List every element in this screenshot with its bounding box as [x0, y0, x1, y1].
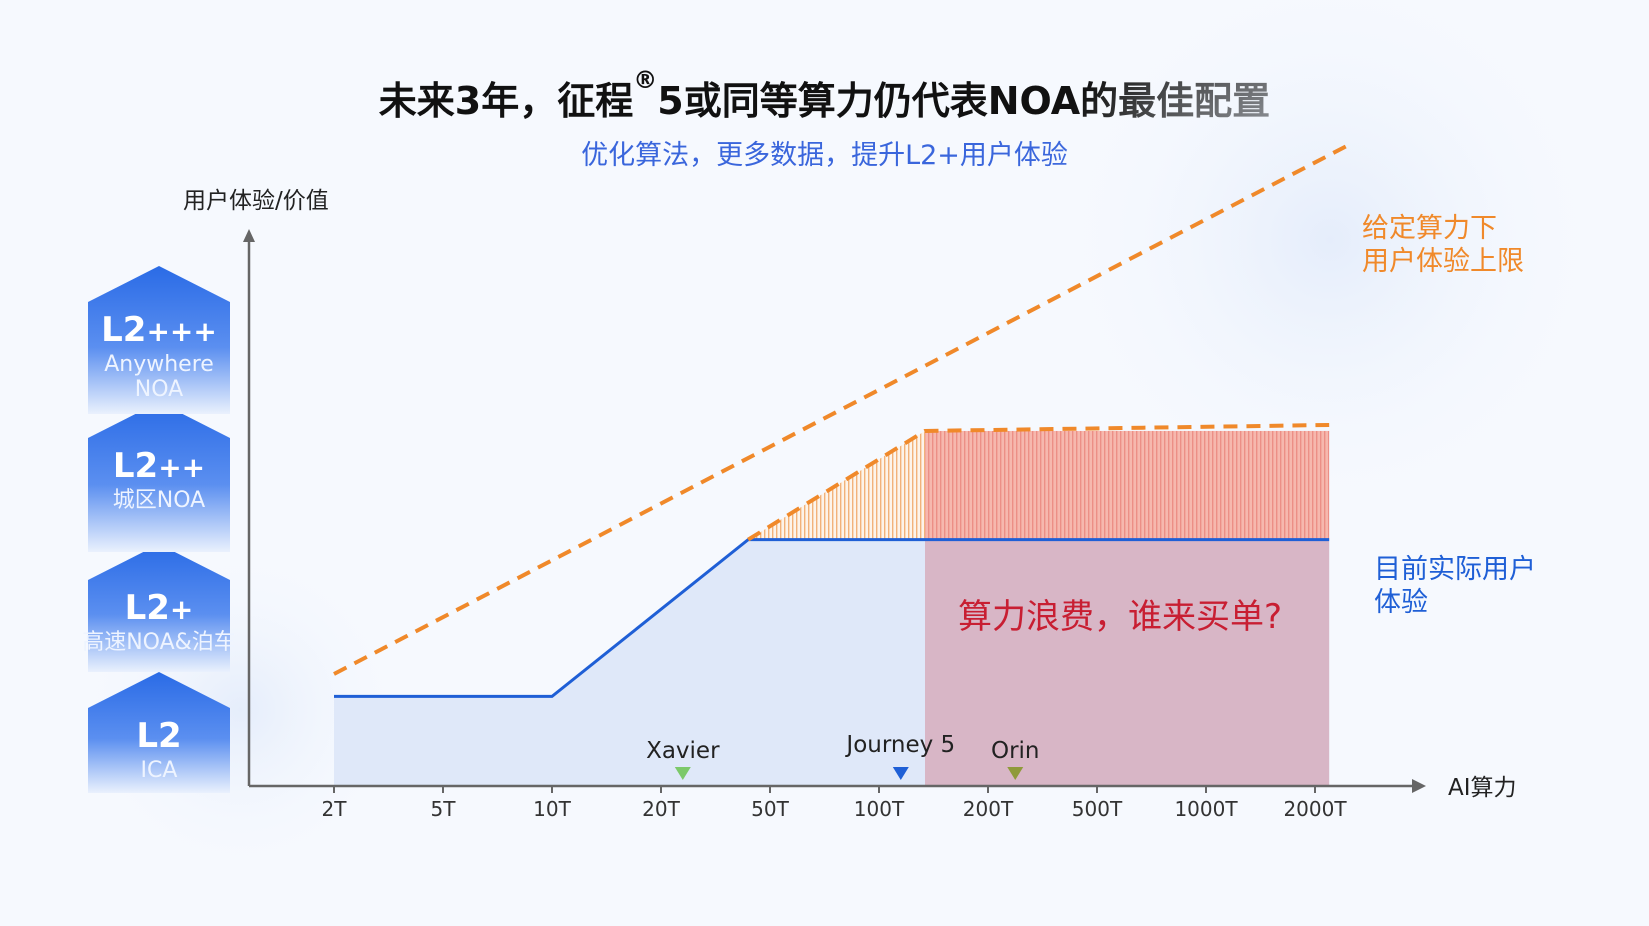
tier-name: L2+: [125, 588, 194, 628]
chip-marker: [674, 767, 691, 780]
tier-sub: NOA: [135, 377, 183, 402]
tier-sub: ICA: [141, 758, 178, 783]
area-waste-lower: [925, 539, 1330, 786]
series-label-line: 体验: [1374, 587, 1428, 618]
tier-shape: [88, 266, 230, 414]
tier-name: L2+++: [101, 310, 217, 350]
tier-shape: [88, 402, 230, 552]
tier-sub: 城区NOA: [113, 488, 205, 513]
x-axis-label: AI算力: [1448, 775, 1517, 801]
x-tick-label: 10T: [533, 797, 571, 821]
x-tick-label: 100T: [854, 797, 905, 821]
tier-sub: Anywhere: [104, 352, 214, 377]
x-tick-label: 500T: [1072, 797, 1123, 821]
series-label-line: 用户体验上限: [1362, 246, 1524, 277]
chart-lines: [333, 142, 1351, 698]
x-axis-arrow: [1412, 779, 1426, 793]
page-subtitle: 优化算法，更多数据，提升L2+用户体验: [581, 140, 1068, 171]
x-tick-label: 1000T: [1174, 797, 1238, 821]
series-cap-line: [747, 422, 1330, 542]
x-tick-label: 5T: [431, 797, 457, 821]
chip-label: Xavier: [646, 738, 720, 764]
chip-markers: Xavier Journey 5 Orin: [646, 732, 1040, 780]
series-label-line: 目前实际用户: [1374, 554, 1536, 585]
x-tick-label: 2000T: [1283, 797, 1347, 821]
series-label-line: 给定算力下: [1362, 213, 1497, 244]
series-upper-limit-line: [333, 142, 1351, 676]
tier-name: L2++: [113, 446, 205, 486]
waste-annotation: 算力浪费，谁来买单?: [958, 597, 1282, 637]
tier-shape: [88, 672, 230, 793]
chip-label: Orin: [991, 738, 1040, 764]
bg-glow-right: [1040, 0, 1620, 530]
x-tick-label: 20T: [642, 797, 680, 821]
x-tick-label: 2T: [322, 797, 348, 821]
x-tick-label: 200T: [963, 797, 1014, 821]
tier-shape: [88, 544, 230, 672]
tier-sub: 高速NOA&泊车: [82, 630, 236, 655]
y-axis-label: 用户体验/价值: [183, 188, 329, 214]
tier-name: L2: [136, 716, 181, 756]
x-tick-label: 50T: [751, 797, 789, 821]
chip-label: Journey 5: [844, 732, 955, 758]
y-axis-arrow: [243, 229, 255, 242]
x-ticks: 2T 5T 10T 20T 50T 100T 200T 500T 1000T 2000T: [322, 786, 1347, 821]
chip-marker: [892, 767, 909, 780]
chip-marker: [1007, 767, 1024, 780]
area-waste-upper: [925, 430, 1330, 540]
chart-fills: [334, 430, 1330, 786]
